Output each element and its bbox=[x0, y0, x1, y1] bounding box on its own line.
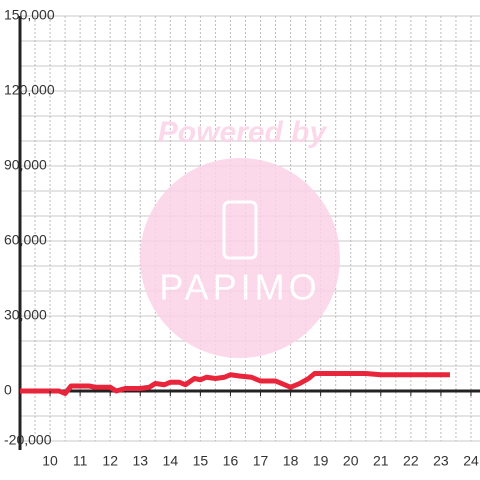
x-tick-label: 23 bbox=[433, 453, 449, 469]
x-tick-label: 17 bbox=[253, 453, 269, 469]
watermark-text: Powered by bbox=[158, 116, 328, 149]
y-tick-label: 60,000 bbox=[4, 232, 47, 248]
y-tick-label: 0 bbox=[4, 382, 12, 398]
x-tick-label: 22 bbox=[403, 453, 419, 469]
x-tick-label: 19 bbox=[313, 453, 329, 469]
y-tick-label: 30,000 bbox=[4, 307, 47, 323]
watermark-icon bbox=[222, 200, 258, 260]
x-tick-label: 21 bbox=[373, 453, 389, 469]
x-tick-label: 18 bbox=[283, 453, 299, 469]
x-tick-label: 20 bbox=[343, 453, 359, 469]
x-tick-label: 24 bbox=[463, 453, 479, 469]
watermark-logo: PAPIMO bbox=[159, 267, 320, 308]
x-tick-label: 11 bbox=[73, 453, 88, 469]
x-tick-label: 14 bbox=[163, 453, 179, 469]
x-tick-label: 12 bbox=[102, 453, 118, 469]
x-tick-label: 15 bbox=[193, 453, 209, 469]
x-tick-label: 13 bbox=[132, 453, 148, 469]
y-tick-label: 150,000 bbox=[4, 7, 55, 23]
y-tick-label: 120,000 bbox=[4, 82, 55, 98]
y-tick-label: 90,000 bbox=[4, 157, 47, 173]
watermark: Powered by PAPIMO bbox=[140, 116, 340, 358]
data-line bbox=[20, 371, 450, 396]
x-tick-label: 10 bbox=[42, 453, 58, 469]
y-tick-label: -20,000 bbox=[4, 432, 52, 448]
x-tick-label: 16 bbox=[223, 453, 239, 469]
